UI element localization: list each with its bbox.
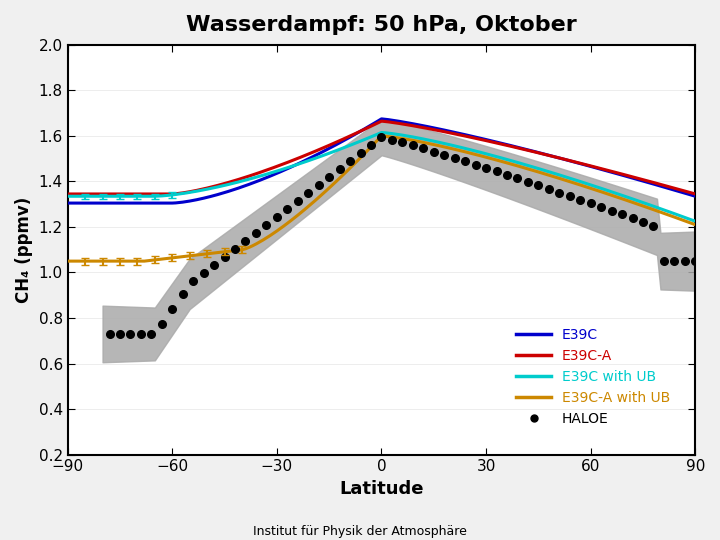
Legend: E39C, E39C-A, E39C with UB, E39C-A with UB, HALOE: E39C, E39C-A, E39C with UB, E39C-A with … (510, 322, 676, 431)
Y-axis label: CH₄ (ppmv): CH₄ (ppmv) (15, 197, 33, 303)
Title: Wasserdampf: 50 hPa, Oktober: Wasserdampf: 50 hPa, Oktober (186, 15, 577, 35)
X-axis label: Latitude: Latitude (339, 480, 424, 498)
Text: Institut für Physik der Atmosphäre: Institut für Physik der Atmosphäre (253, 524, 467, 538)
